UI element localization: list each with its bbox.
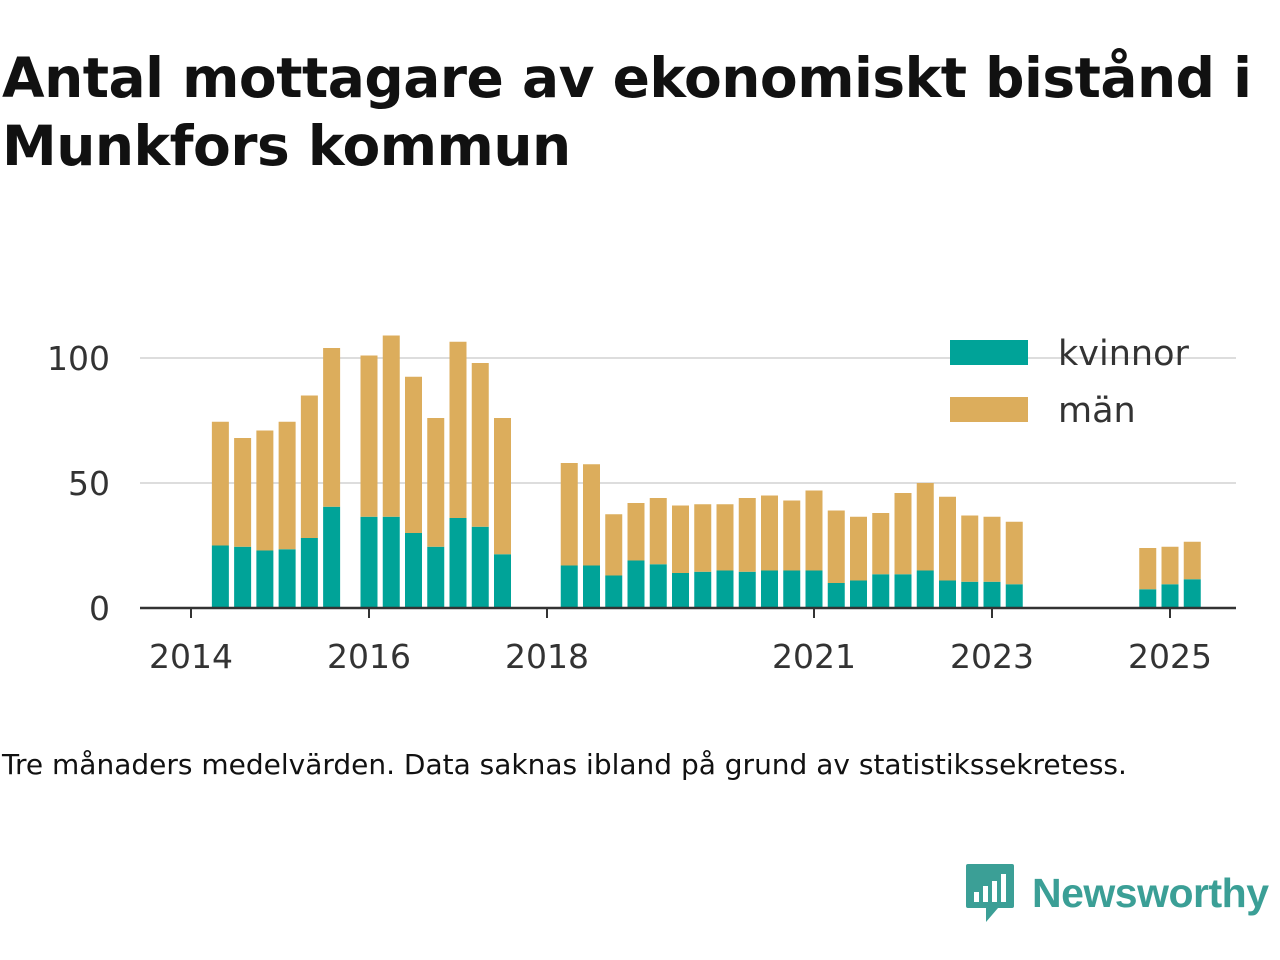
legend-swatch-man [950, 397, 1028, 422]
bar-man[interactable] [916, 483, 934, 571]
bar-kvinnor[interactable] [211, 545, 229, 609]
bar-man[interactable] [694, 504, 712, 572]
bar-man[interactable] [827, 510, 845, 584]
bar-kvinnor[interactable] [783, 570, 801, 609]
bar-man[interactable] [449, 341, 467, 518]
bar-man[interactable] [961, 515, 979, 582]
bar-kvinnor[interactable] [1139, 589, 1157, 608]
bar-kvinnor[interactable] [738, 571, 756, 608]
bars [211, 335, 1201, 609]
bar-man[interactable] [627, 503, 645, 561]
y-tick-label: 0 [89, 589, 110, 628]
bar-man[interactable] [382, 335, 400, 517]
bar-man[interactable] [1161, 546, 1179, 585]
bar-kvinnor[interactable] [449, 518, 467, 608]
bar-man[interactable] [1005, 521, 1023, 585]
bar-kvinnor[interactable] [471, 526, 489, 608]
bar-kvinnor[interactable] [961, 581, 979, 608]
bar-kvinnor[interactable] [300, 538, 318, 608]
bar-kvinnor[interactable] [761, 570, 778, 609]
bar-kvinnor[interactable] [916, 570, 934, 609]
legend-swatch-kvinnor [950, 340, 1028, 365]
bar-kvinnor[interactable] [583, 565, 600, 609]
bar-man[interactable] [583, 464, 600, 566]
bar-man[interactable] [850, 516, 867, 581]
bar-man[interactable] [1183, 541, 1201, 580]
bar-man[interactable] [738, 498, 756, 572]
chart-title: Antal mottagare av ekonomiskt bistånd i … [2, 46, 1252, 178]
bar-man[interactable] [716, 504, 734, 571]
bar-kvinnor[interactable] [894, 574, 912, 608]
bar-kvinnor[interactable] [234, 546, 252, 608]
bar-man[interactable] [805, 490, 823, 571]
bar-kvinnor[interactable] [405, 533, 422, 608]
bar-man[interactable] [649, 498, 667, 565]
bar-man[interactable] [471, 363, 489, 527]
x-tick-label: 2014 [149, 637, 233, 676]
bar-man[interactable] [894, 493, 912, 575]
bar-man[interactable] [939, 496, 956, 581]
bar-man[interactable] [1139, 548, 1157, 590]
bar-man[interactable] [300, 395, 318, 539]
brand-name: Newsworthy [1032, 869, 1269, 916]
x-tick-label: 2025 [1128, 637, 1212, 676]
bar-kvinnor[interactable] [649, 564, 667, 608]
bar-man[interactable] [234, 438, 252, 547]
bar-man[interactable] [494, 418, 511, 555]
legend-label-man: män [1058, 391, 1136, 431]
bar-kvinnor[interactable] [427, 546, 445, 608]
bar-kvinnor[interactable] [627, 560, 645, 609]
bar-man[interactable] [427, 418, 445, 547]
bar-man[interactable] [405, 376, 422, 533]
bar-kvinnor[interactable] [716, 570, 734, 609]
bar-kvinnor[interactable] [560, 565, 578, 609]
bar-kvinnor[interactable] [494, 554, 511, 608]
bar-kvinnor[interactable] [850, 580, 867, 609]
bar-man[interactable] [323, 348, 341, 507]
x-tick-label: 2021 [772, 637, 856, 676]
y-tick-label: 100 [47, 339, 110, 378]
x-tick-label: 2016 [327, 637, 411, 676]
bar-man[interactable] [783, 500, 801, 571]
bar-kvinnor[interactable] [694, 571, 712, 608]
y-tick-label: 50 [68, 464, 110, 503]
bar-kvinnor[interactable] [278, 549, 296, 608]
bar-kvinnor[interactable] [827, 583, 845, 608]
bar-kvinnor[interactable] [605, 575, 623, 609]
bar-kvinnor[interactable] [256, 550, 274, 609]
bar-kvinnor[interactable] [1161, 584, 1179, 608]
bar-kvinnor[interactable] [672, 573, 689, 608]
bar-man[interactable] [983, 516, 1001, 582]
bar-man[interactable] [872, 513, 890, 575]
bar-kvinnor[interactable] [805, 570, 823, 609]
bar-man[interactable] [278, 421, 296, 550]
bar-kvinnor[interactable] [983, 581, 1001, 608]
x-axis: 2014 2016 2018 2021 2023 2025 [140, 606, 1236, 676]
bar-kvinnor[interactable] [1005, 584, 1023, 608]
x-tick-label: 2023 [950, 637, 1034, 676]
bar-man[interactable] [256, 430, 274, 551]
bar-man[interactable] [560, 463, 578, 566]
bar-kvinnor[interactable] [323, 506, 341, 608]
newsworthy-logo-icon [966, 864, 1014, 922]
legend-label-kvinnor: kvinnor [1058, 334, 1189, 374]
brand[interactable]: Newsworthy [964, 862, 1269, 924]
y-tick-labels: 0 50 100 [47, 339, 110, 628]
bar-man[interactable] [360, 355, 378, 517]
bar-man[interactable] [605, 514, 623, 576]
bar-man[interactable] [672, 505, 689, 574]
bar-man[interactable] [211, 421, 229, 546]
chart: 0 50 100 2014 2016 2018 2021 2023 2025 kvinnor m… [47, 334, 1236, 676]
gridlines [140, 357, 1236, 484]
bar-man[interactable] [761, 495, 778, 571]
x-tick-label: 2018 [505, 637, 589, 676]
bar-kvinnor[interactable] [872, 574, 890, 608]
chart-caption: Tre månaders medelvärden. Data saknas ib… [2, 748, 1127, 781]
bar-kvinnor[interactable] [360, 516, 378, 608]
bar-kvinnor[interactable] [1183, 579, 1201, 608]
bar-kvinnor[interactable] [382, 516, 400, 608]
legend: kvinnor män [950, 334, 1189, 431]
bar-kvinnor[interactable] [939, 580, 956, 609]
